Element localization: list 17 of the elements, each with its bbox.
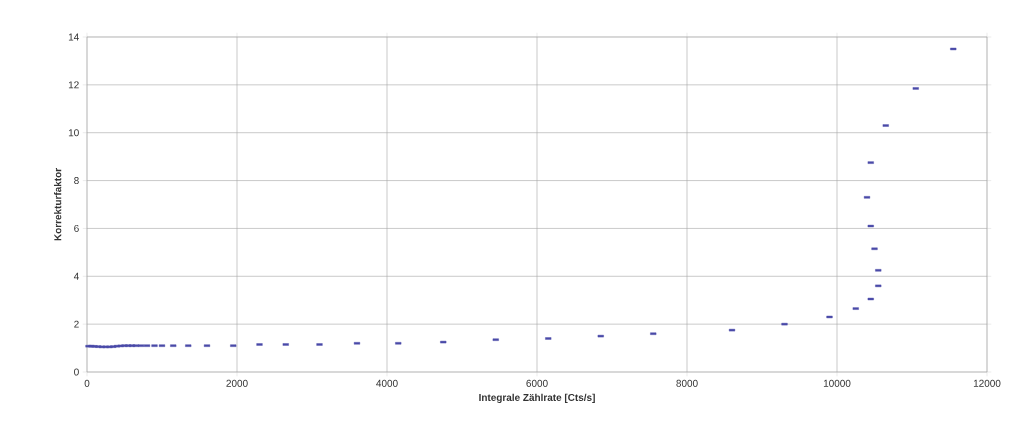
x-tick-label: 2000 [226,379,248,387]
x-tick-label: 10000 [823,379,851,387]
x-axis-title: Integrale Zählrate [Cts/s] [479,393,595,403]
y-tick-label: 6 [74,224,79,232]
y-tick-label: 2 [74,320,79,328]
y-tick-label: 4 [73,272,79,280]
y-tick-label: 0 [74,368,79,376]
y-tick-label: 12 [68,81,79,89]
y-tick-label: 8 [74,177,79,185]
x-tick-label: 0 [84,379,90,387]
x-tick-label: 4000 [376,379,398,387]
y-tick-label: 14 [68,33,79,41]
y-axis-title: Korrekturfaktor [53,168,62,241]
x-tick-label: 6000 [526,379,548,387]
x-tick-label: 8000 [676,379,698,387]
y-tick-label: 10 [68,129,79,137]
x-tick-label: 12000 [973,379,1001,387]
